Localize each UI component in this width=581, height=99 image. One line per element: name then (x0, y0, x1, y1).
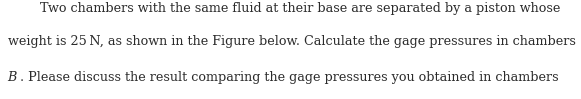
Text: . Please discuss the result comparing the gage pressures you obtained in chamber: . Please discuss the result comparing th… (20, 71, 562, 84)
Text: weight is 25 N, as shown in the Figure below. Calculate the gage pressures in ch: weight is 25 N, as shown in the Figure b… (8, 35, 579, 48)
Text: B: B (8, 71, 17, 84)
Text: Two chambers with the same fluid at their base are separated by a piston whose: Two chambers with the same fluid at thei… (8, 2, 560, 15)
